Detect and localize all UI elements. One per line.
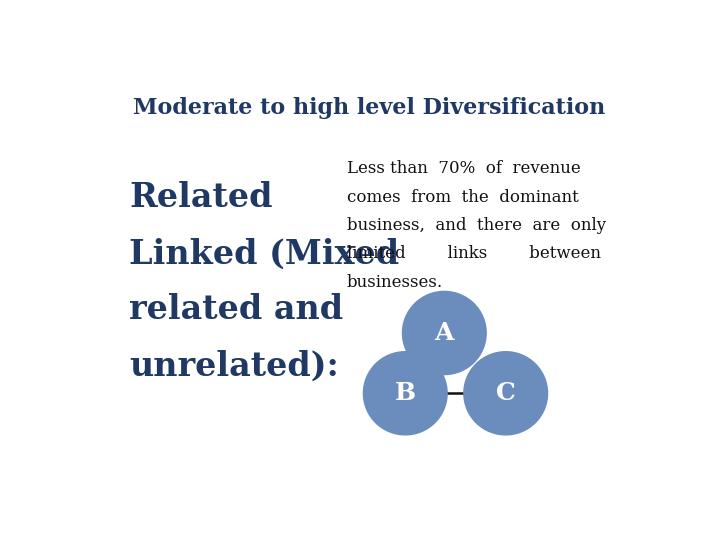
Text: C: C [496, 381, 516, 406]
Text: Linked (Mixed: Linked (Mixed [129, 238, 399, 271]
Text: B: B [395, 381, 416, 406]
Text: comes  from  the  dominant: comes from the dominant [347, 188, 578, 206]
Text: Related: Related [129, 181, 273, 214]
Text: Moderate to high level Diversification: Moderate to high level Diversification [133, 97, 605, 119]
Text: related and: related and [129, 294, 343, 327]
Text: A: A [435, 321, 454, 345]
Ellipse shape [364, 352, 447, 435]
Text: limited        links        between: limited links between [347, 245, 600, 262]
Text: business,  and  there  are  only: business, and there are only [347, 217, 606, 234]
Text: businesses.: businesses. [347, 274, 443, 291]
Text: unrelated):: unrelated): [129, 349, 339, 383]
Ellipse shape [464, 352, 547, 435]
Text: Less than  70%  of  revenue: Less than 70% of revenue [347, 160, 580, 178]
Ellipse shape [402, 292, 486, 375]
